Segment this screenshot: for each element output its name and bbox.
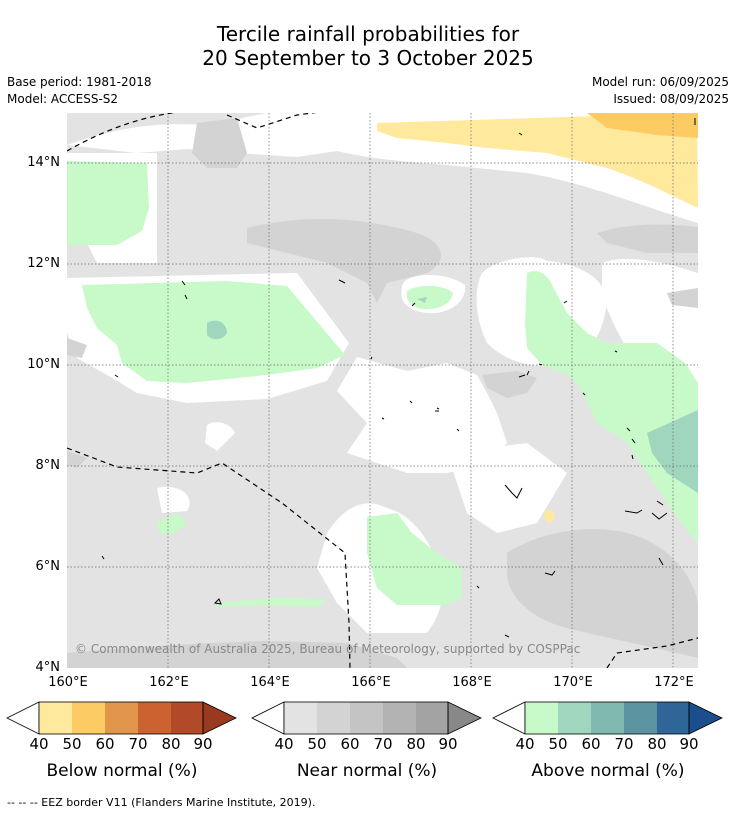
copyright-notice: © Commonwealth of Australia 2025, Bureau… [75, 642, 580, 656]
lon-tick-162e: 162°E [149, 675, 189, 690]
colorbar-below-tick-70: 70 [128, 735, 148, 753]
colorbar-near-tick-70: 70 [373, 735, 393, 753]
map-gridlines [67, 113, 698, 668]
meta-left: Base period: 1981-2018 Model: ACCESS-S2 [7, 74, 152, 108]
colorbar-above-tick-90: 90 [679, 735, 699, 753]
below-normal-regions [377, 113, 698, 523]
eez-borders [67, 113, 698, 668]
lat-tick-4n: 4°N [35, 660, 61, 675]
colorbar-near-title: Near normal (%) [296, 761, 438, 781]
model-run-label: Model run: 06/09/2025 [591, 75, 729, 89]
colorbar-above-tick-50: 50 [548, 735, 568, 753]
lon-tick-172e: 172°E [654, 675, 694, 690]
colorbar-below-tick-80: 80 [161, 735, 181, 753]
meta-right: Model run: 06/09/2025 Issued: 08/09/2025 [592, 74, 729, 108]
lon-tick-166e: 166°E [351, 675, 391, 690]
colorbar-below-normal [6, 701, 237, 735]
probability-map[interactable]: © Commonwealth of Australia 2025, Bureau… [67, 113, 698, 668]
eez-footnote: -- -- -- EEZ border V11 (Flanders Marine… [7, 796, 316, 809]
colorbar-near-normal [251, 701, 482, 735]
colorbar-above-title: Above normal (%) [531, 761, 685, 781]
lat-tick-12n: 12°N [27, 256, 60, 271]
lat-tick-10n: 10°N [27, 357, 60, 372]
model-label: Model: ACCESS-S2 [7, 92, 119, 106]
colorbar-near-tick-40: 40 [274, 735, 294, 753]
above-normal-regions [67, 161, 698, 607]
colorbar-below-tick-60: 60 [95, 735, 115, 753]
colorbar-near-tick-80: 80 [406, 735, 426, 753]
lat-tick-8n: 8°N [35, 458, 61, 473]
colorbar-below-tick-40: 40 [29, 735, 49, 753]
colorbar-above-normal [492, 701, 723, 735]
islands [101, 118, 696, 638]
colorbar-near-tick-50: 50 [307, 735, 327, 753]
lon-tick-170e: 170°E [553, 675, 593, 690]
colorbar-near-tick-90: 90 [438, 735, 458, 753]
base-period-label: Base period: 1981-2018 [7, 75, 152, 89]
colorbar-above-tick-60: 60 [581, 735, 601, 753]
lat-tick-14n: 14°N [27, 155, 60, 170]
title-line-2: 20 September to 3 October 2025 [202, 46, 534, 70]
colorbar-below-tick-50: 50 [62, 735, 82, 753]
near-normal-50-regions [67, 118, 698, 668]
lat-tick-6n: 6°N [35, 559, 61, 574]
lon-tick-164e: 164°E [250, 675, 290, 690]
map-title: Tercile rainfall probabilities for 20 Se… [0, 22, 736, 70]
colorbar-above-tick-40: 40 [515, 735, 535, 753]
colorbar-above-tick-80: 80 [647, 735, 667, 753]
colorbar-near-tick-60: 60 [340, 735, 360, 753]
issued-label: Issued: 08/09/2025 [613, 92, 729, 106]
title-line-1: Tercile rainfall probabilities for [216, 22, 520, 46]
lon-tick-160e: 160°E [48, 675, 88, 690]
colorbar-below-tick-90: 90 [193, 735, 213, 753]
colorbar-above-tick-70: 70 [614, 735, 634, 753]
lon-tick-168e: 168°E [452, 675, 492, 690]
colorbar-below-title: Below normal (%) [46, 761, 198, 781]
